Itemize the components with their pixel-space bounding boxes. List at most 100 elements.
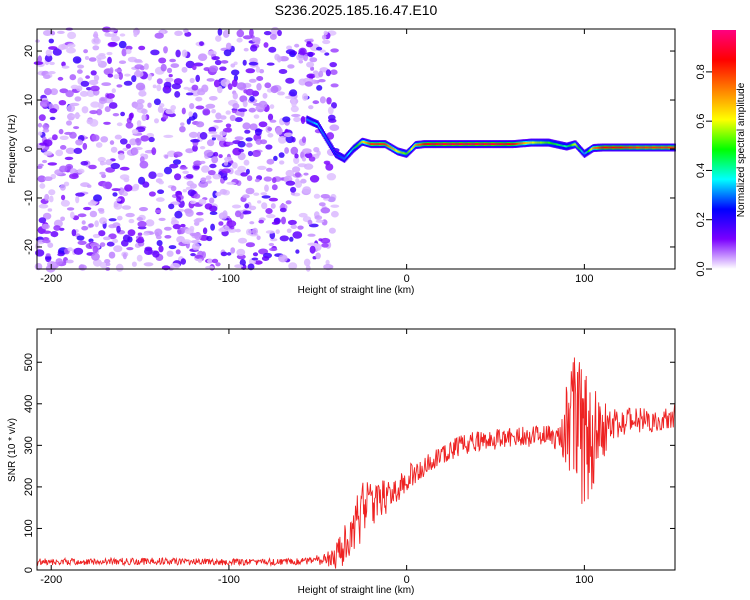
noise-blob — [287, 219, 297, 226]
noise-blob — [58, 100, 67, 106]
noise-blob — [150, 49, 160, 56]
ridge-segment — [481, 143, 483, 146]
x-tick-label: 0 — [404, 273, 410, 285]
ridge-segment — [380, 143, 382, 146]
noise-blob — [178, 199, 185, 208]
ridge-segment — [392, 147, 395, 150]
noise-blob — [170, 63, 180, 68]
ridge-segment — [406, 152, 409, 155]
noise-blob — [266, 158, 275, 165]
noise-blob — [278, 69, 288, 74]
y-tick-label: 100 — [23, 519, 35, 537]
noise-blob — [219, 115, 227, 120]
noise-blob — [254, 128, 262, 136]
noise-blob — [44, 193, 50, 201]
ridge-segment — [508, 143, 510, 146]
noise-blob — [189, 77, 195, 84]
noise-blob — [188, 131, 199, 138]
noise-blob — [213, 151, 219, 157]
ridge-segment — [576, 144, 578, 147]
noise-blob — [154, 228, 163, 237]
noise-blob — [211, 109, 217, 114]
ridge-segment — [394, 149, 397, 152]
ridge-segment — [423, 143, 426, 146]
noise-blob — [285, 77, 295, 84]
noise-blob — [98, 230, 106, 237]
ridge-segment — [503, 143, 506, 146]
ridge-segment — [426, 143, 429, 146]
noise-blob — [188, 111, 193, 117]
noise-blob — [131, 75, 137, 83]
noise-blob — [281, 216, 286, 225]
snr-series-line — [36, 357, 676, 569]
ridge-segment — [546, 141, 548, 144]
ridge-segment — [434, 143, 436, 146]
ridge-segment — [429, 143, 431, 146]
ridge-segment — [521, 142, 524, 145]
noise-blob — [308, 156, 316, 162]
noise-blob — [39, 183, 46, 189]
noise-blob — [170, 185, 177, 192]
noise-blob — [249, 221, 255, 225]
noise-blob — [242, 194, 250, 199]
noise-blob — [179, 166, 188, 170]
noise-blob — [35, 249, 45, 257]
ridge-segment — [538, 141, 541, 144]
noise-blob — [225, 123, 232, 128]
noise-blob — [210, 223, 216, 231]
ridge-segment — [545, 141, 547, 144]
noise-blob — [143, 232, 150, 236]
noise-blob — [92, 45, 100, 51]
ridge-segment — [669, 146, 671, 149]
noise-blob — [109, 67, 114, 75]
noise-blob — [318, 238, 323, 242]
noise-blob — [103, 121, 111, 125]
noise-blob — [116, 225, 121, 233]
noise-blob — [57, 76, 64, 81]
noise-blob — [44, 88, 52, 96]
noise-blob — [100, 136, 109, 143]
ridge-segment — [370, 143, 372, 146]
ridge-segment — [533, 141, 536, 144]
noise-blob — [37, 175, 46, 183]
noise-blob — [187, 189, 196, 197]
ridge-segment — [584, 152, 587, 155]
ridge-segment — [612, 146, 615, 149]
noise-blob — [118, 153, 125, 161]
noise-blob — [181, 49, 188, 58]
noise-blob — [66, 47, 76, 54]
ridge-segment — [487, 143, 490, 146]
noise-blob — [323, 160, 331, 165]
noise-blob — [38, 203, 49, 209]
noise-blob — [199, 146, 206, 150]
noise-blob — [176, 196, 182, 202]
noise-blob — [249, 28, 254, 37]
noise-blob — [125, 143, 131, 149]
noise-blob — [206, 235, 213, 242]
noise-blob — [197, 90, 206, 96]
noise-blob — [208, 126, 217, 133]
noise-blob — [255, 66, 261, 73]
noise-blob — [171, 83, 181, 90]
noise-blob — [268, 197, 278, 202]
noise-blob — [246, 142, 253, 148]
noise-blob — [114, 134, 122, 140]
ridge-segment — [637, 146, 639, 149]
noise-blob — [291, 136, 296, 143]
ridge-segment — [627, 146, 629, 149]
noise-blob — [243, 89, 248, 94]
ridge-segment — [345, 155, 348, 158]
noise-blob — [97, 208, 105, 212]
ridge-segment — [575, 143, 577, 146]
ridge-segment — [607, 146, 609, 149]
noise-blob — [283, 132, 293, 138]
noise-blob — [137, 232, 143, 236]
noise-blob — [245, 137, 253, 142]
noise-blob — [185, 92, 194, 96]
noise-blob — [59, 135, 69, 140]
noise-blob — [256, 76, 264, 81]
noise-blob — [170, 219, 179, 226]
ridge-segment — [466, 143, 468, 146]
ridge-segment — [419, 143, 422, 146]
